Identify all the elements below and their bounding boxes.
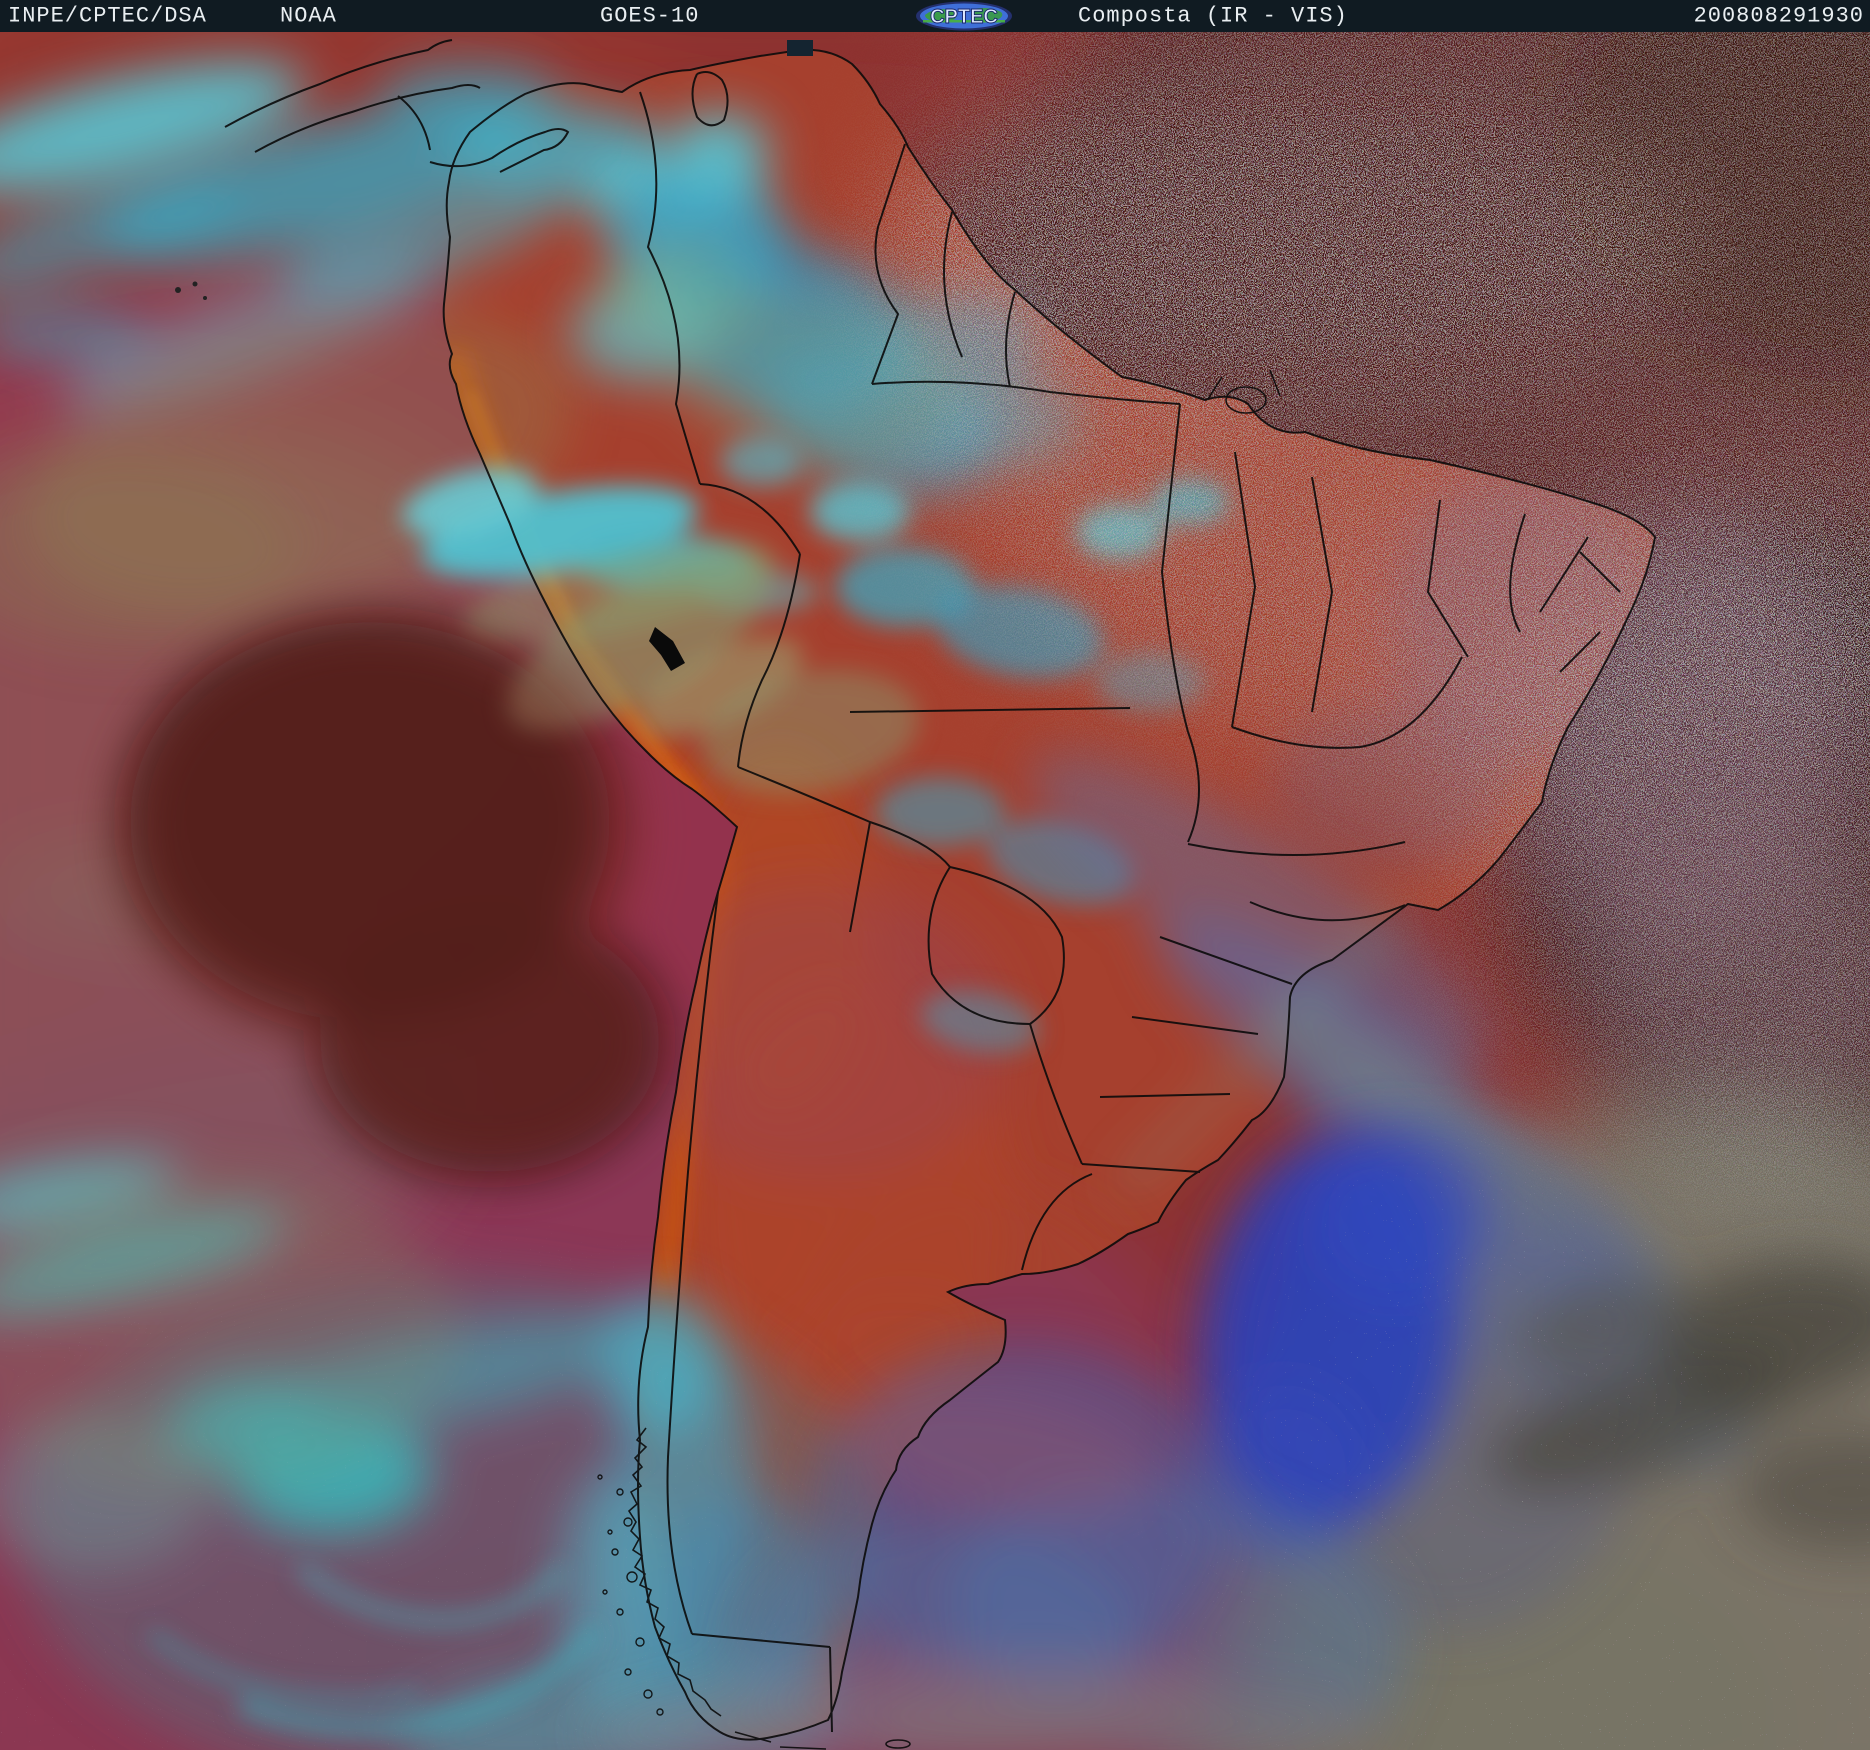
state-border	[1187, 841, 1406, 857]
country-border	[691, 1633, 833, 1733]
state-border	[849, 707, 1131, 713]
border-layer	[224, 39, 1657, 1750]
title-bar: INPE/CPTEC/DSA NOAA GOES-10 CPTEC Compos…	[0, 0, 1870, 32]
country-border	[871, 143, 906, 385]
galapagos-dot	[192, 281, 198, 287]
country-border	[871, 380, 1181, 405]
country-border	[849, 821, 871, 933]
lake-titicaca	[649, 627, 685, 671]
central-america-coast	[254, 84, 481, 153]
country-border	[1029, 1023, 1083, 1165]
logo-continent-west	[925, 9, 957, 23]
marajo-island	[1225, 386, 1267, 414]
map-canvas	[0, 32, 1870, 1750]
country-border	[699, 483, 801, 555]
satellite-map	[0, 32, 1870, 1750]
tierra-del-fuego-coast	[734, 1731, 827, 1750]
noise-layer	[0, 32, 1870, 1750]
state-border	[1231, 656, 1463, 749]
country-border	[639, 91, 701, 485]
island-outline	[885, 1739, 911, 1749]
state-border	[1509, 513, 1526, 633]
lake-maracaibo	[691, 71, 729, 127]
galapagos-dot	[175, 287, 181, 293]
organization-label: NOAA	[280, 3, 337, 29]
state-border	[1159, 936, 1293, 985]
state-border	[1539, 536, 1621, 673]
uruguay-border	[1021, 1173, 1093, 1271]
amazon-mouth-channels	[1207, 369, 1281, 400]
country-border	[1005, 291, 1016, 388]
timestamp: 200808291930	[1693, 3, 1864, 29]
logo-underline	[923, 20, 1005, 23]
state-border	[1311, 476, 1334, 713]
state-border	[1160, 403, 1189, 733]
panama-coast	[429, 128, 570, 173]
paraguay-border	[927, 866, 1065, 1026]
state-border	[1249, 901, 1406, 922]
patagonia-fjord-coast	[627, 1427, 722, 1717]
solid-features	[175, 40, 813, 671]
speckle-olive-bottomleft	[0, 32, 1870, 1750]
state-border	[1081, 1016, 1259, 1173]
central-america-coast	[224, 39, 453, 128]
country-border	[737, 553, 801, 768]
fjord-islands	[597, 1474, 664, 1716]
state-border	[1426, 499, 1469, 658]
product-title: Composta (IR - VIS)	[1078, 3, 1348, 29]
satellite-label: GOES-10	[600, 3, 700, 29]
agency-label: INPE/CPTEC/DSA	[8, 3, 207, 29]
galapagos-dot	[203, 296, 207, 300]
state-border	[1231, 451, 1257, 728]
costa-rica-border	[397, 95, 431, 151]
chile-argentina-border	[666, 891, 719, 1635]
cptec-logo: CPTEC	[915, 1, 1013, 31]
logo-text: CPTEC	[930, 6, 998, 28]
logo-continent-east	[971, 8, 1003, 22]
country-border	[737, 766, 951, 868]
state-border	[1187, 731, 1200, 843]
trinidad-data-patch	[787, 40, 813, 56]
country-border	[943, 211, 963, 358]
